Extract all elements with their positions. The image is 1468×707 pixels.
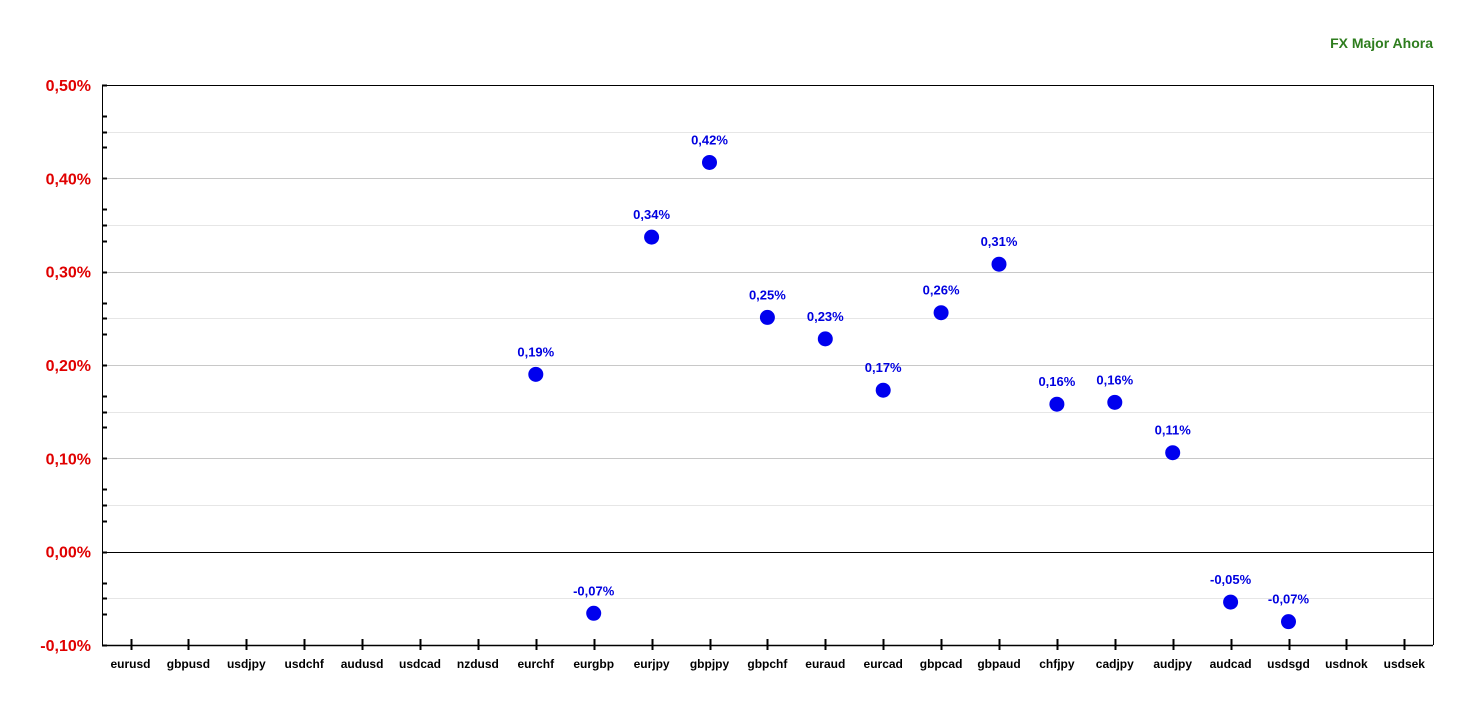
y-tick-label: 0,40% — [46, 171, 91, 188]
x-tick-label: gbpchf — [747, 657, 788, 671]
data-label: -0,07% — [573, 583, 615, 598]
y-tick-label: 0,50% — [46, 78, 91, 95]
data-point — [1165, 445, 1181, 461]
x-tick-label: euraud — [805, 657, 845, 671]
x-tick-label: usdsek — [1384, 657, 1426, 671]
x-tick-label: gbpaud — [977, 657, 1020, 671]
x-tick-label: eurchf — [517, 657, 555, 671]
data-point — [586, 605, 602, 621]
x-tick-label: gbpcad — [920, 657, 963, 671]
data-label: 0,26% — [923, 283, 960, 298]
data-point — [933, 305, 949, 321]
grid-lines — [102, 85, 1433, 646]
data-label: 0,42% — [691, 132, 728, 147]
x-tick-label: gbpjpy — [690, 657, 730, 671]
x-tick-label: eurgbp — [573, 657, 614, 671]
y-axis-ticks: 0,50% 0,40% 0,30% 0,20% 0,10% 0,00% -0,10% — [40, 78, 107, 655]
x-tick-label: eurjpy — [634, 657, 670, 671]
y-tick-label: 0,10% — [46, 451, 91, 468]
x-tick-label: usdsgd — [1267, 657, 1310, 671]
x-tick-label: nzdusd — [457, 657, 499, 671]
x-axis-ticks: eurusd gbpusd usdjpy usdchf audusd usdcad nzdu… — [110, 639, 1425, 671]
data-point — [817, 331, 833, 347]
data-point — [702, 154, 717, 170]
data-point — [875, 382, 891, 398]
x-tick-label: eurcad — [864, 657, 903, 671]
x-tick-label: eurusd — [110, 657, 150, 671]
x-tick-label: audusd — [341, 657, 384, 671]
x-tick-label: audcad — [1210, 657, 1252, 671]
data-label: 0,16% — [1096, 372, 1133, 387]
data-point — [644, 229, 660, 245]
chart-title: FX Major Ahora — [1330, 35, 1433, 51]
data-point — [528, 366, 544, 382]
data-label: 0,16% — [1038, 374, 1075, 389]
data-label: -0,05% — [1210, 572, 1252, 587]
x-tick-label: usdchf — [285, 657, 325, 671]
x-tick-label: usdcad — [399, 657, 441, 671]
data-point — [1107, 394, 1123, 410]
data-label: 0,31% — [981, 234, 1018, 249]
data-label: 0,34% — [633, 207, 670, 222]
y-tick-label: -0,10% — [40, 638, 91, 655]
data-label: 0,17% — [865, 360, 902, 375]
data-point — [1281, 614, 1296, 630]
y-tick-label: 0,30% — [46, 265, 91, 282]
data-point — [991, 256, 1007, 272]
data-point — [1049, 396, 1065, 412]
x-tick-label: usdnok — [1325, 657, 1368, 671]
data-label: 0,19% — [517, 344, 554, 359]
data-label: 0,25% — [749, 287, 786, 302]
data-label: 0,11% — [1155, 423, 1192, 438]
x-tick-label: chfjpy — [1039, 657, 1075, 671]
x-tick-label: gbpusd — [167, 657, 210, 671]
y-tick-label: 0,00% — [46, 545, 91, 562]
data-label: 0,23% — [807, 309, 844, 324]
x-tick-label: audjpy — [1153, 657, 1192, 671]
data-point — [1223, 594, 1239, 610]
data-label: -0,07% — [1268, 592, 1310, 607]
x-tick-label: usdjpy — [227, 657, 266, 671]
data-points: 0,19% -0,07% 0,34% 0,42% 0,25% 0,23% 0,17% 0,26… — [517, 132, 1310, 630]
y-tick-label: 0,20% — [46, 358, 91, 375]
x-tick-label: cadjpy — [1096, 657, 1134, 671]
data-point — [759, 309, 775, 325]
